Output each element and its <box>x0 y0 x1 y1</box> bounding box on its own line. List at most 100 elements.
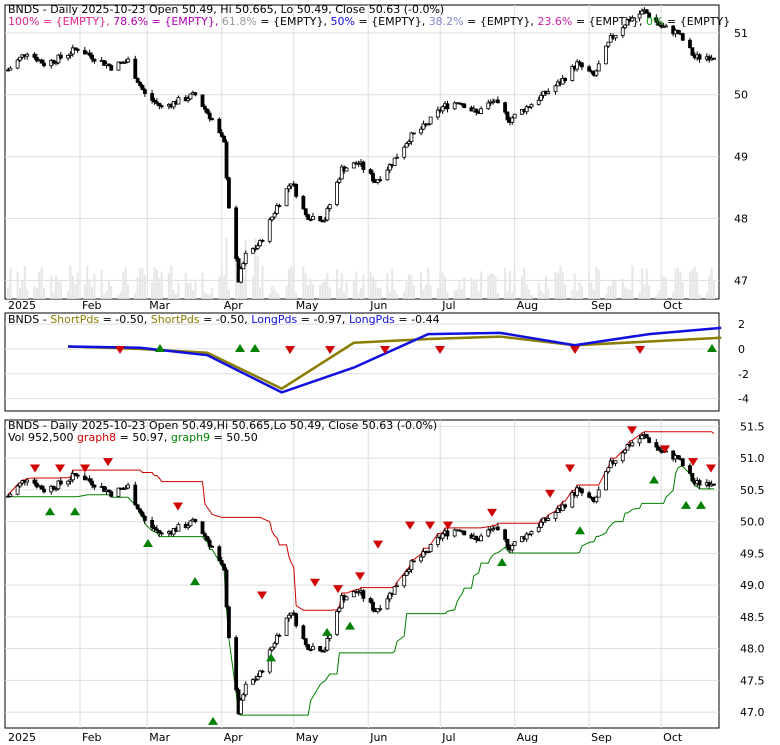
channel-bar-body-46 <box>159 532 164 535</box>
price-bar-body-0 <box>6 69 10 72</box>
channel-bar-150 <box>510 543 515 553</box>
volume-bar-41 <box>143 274 146 299</box>
price-bar-body-41 <box>142 89 147 94</box>
channel-bar-123 <box>421 548 426 558</box>
channel-bar-21 <box>75 473 80 479</box>
price-bar-body-89 <box>306 214 311 220</box>
price-bar-77 <box>267 217 272 244</box>
volume-bar-194 <box>660 289 663 299</box>
channel-bar-13 <box>51 485 56 491</box>
price-y-tick-label-2: 49 <box>734 151 748 164</box>
price-bar-body-20 <box>73 47 78 50</box>
oscillator-header-part-2: = -0.50, <box>99 313 151 326</box>
channel-bar-28 <box>102 485 106 492</box>
channel-bar-body-82 <box>284 617 289 636</box>
price-bar-body-15 <box>56 54 61 64</box>
volume-bar-157 <box>537 282 540 299</box>
channel-bar-148 <box>505 538 510 551</box>
channel-bar-body-148 <box>505 538 510 548</box>
volume-bar-27 <box>100 270 103 299</box>
volume-bar-85 <box>292 267 295 299</box>
channel-bar-body-176 <box>596 489 601 498</box>
volume-bar-92 <box>319 285 322 299</box>
channel-bar-body-75 <box>258 670 263 677</box>
price-bar-203 <box>690 47 695 57</box>
price-bar-body-102 <box>351 162 356 169</box>
channel-bar-193 <box>656 445 661 452</box>
volume-bar-202 <box>688 272 691 299</box>
fib-legend-part-1: 78.6% = {EMPTY}, <box>113 15 222 28</box>
volume-bar-28 <box>103 294 106 299</box>
price-bar-body-45 <box>157 102 162 107</box>
volume-bar-106 <box>362 274 365 299</box>
channel-bar-body-118 <box>404 571 409 576</box>
price-bar-body-22 <box>82 50 87 55</box>
channel-bar-169 <box>575 484 580 498</box>
channel-bar-203 <box>690 472 695 483</box>
volume-bar-160 <box>544 275 547 299</box>
volume-bar-58 <box>203 291 206 299</box>
channel-bar-206 <box>697 478 702 489</box>
fib-legend-part-4: 50% <box>331 15 359 28</box>
price-x-tick-label-6: Jul <box>441 299 455 312</box>
volume-bar-127 <box>436 288 439 299</box>
channel-bar-body-111 <box>378 608 383 611</box>
price-bar-20 <box>73 47 78 51</box>
price-bar-body-64 <box>222 136 227 143</box>
volume-bar-53 <box>187 283 190 299</box>
price-bar-body-44 <box>154 101 159 104</box>
channel-bar-body-43 <box>152 526 157 530</box>
price-bar-body-184 <box>625 19 630 26</box>
volume-bar-130 <box>444 277 447 299</box>
channel-bar-67 <box>234 635 239 693</box>
price-bar-body-42 <box>150 93 154 101</box>
price-bar-95 <box>325 206 330 222</box>
volume-bar-184 <box>626 288 629 299</box>
price-bar-35 <box>123 59 128 64</box>
volume-bar-38 <box>136 276 139 299</box>
volume-bar-94 <box>323 279 326 299</box>
channel-arrow-2 <box>80 464 90 473</box>
volume-bar-57 <box>201 272 204 299</box>
price-bar-86 <box>294 183 299 199</box>
volume-bar-93 <box>321 282 324 299</box>
volume-bar-206 <box>698 294 701 299</box>
channel-bar-17 <box>66 480 70 487</box>
channel-bar-body-60 <box>207 540 212 547</box>
channel-bar-32 <box>116 487 121 497</box>
price-bar-117 <box>402 145 407 160</box>
price-bar-body-193 <box>656 21 661 26</box>
price-bar-60 <box>207 110 212 122</box>
price-bar-90 <box>308 218 313 222</box>
price-bar-177 <box>604 45 608 65</box>
channel-bar-body-112 <box>385 598 390 610</box>
channel-bar-25 <box>90 478 94 489</box>
price-bar-72 <box>251 247 255 254</box>
price-bar-body-108 <box>371 172 375 182</box>
channel-bar-56 <box>193 518 198 524</box>
volume-bar-144 <box>492 273 495 299</box>
volume-bar-61 <box>211 288 214 299</box>
price-bar-body-191 <box>647 12 652 19</box>
price-bar-body-201 <box>680 33 685 41</box>
channel-bar-36 <box>126 482 130 489</box>
volume-bar-89 <box>307 285 310 299</box>
volume-bar-114 <box>391 268 394 299</box>
volume-bar-80 <box>275 292 278 299</box>
channel-bar-body-190 <box>644 434 649 439</box>
channel-bar-body-126 <box>428 544 433 552</box>
price-bar-40 <box>140 83 145 91</box>
price-bar-154 <box>524 104 529 115</box>
price-bar-7 <box>32 52 37 60</box>
volume-bar-146 <box>496 293 499 299</box>
channel-bar-166 <box>563 503 568 510</box>
channel-bar-body-106 <box>361 590 366 599</box>
channel-arrow-7 <box>190 577 200 586</box>
volume-bar-116 <box>396 294 399 299</box>
osc-arrow-6 <box>380 346 390 354</box>
volume-bar-188 <box>640 268 643 299</box>
volume-bar-82 <box>285 285 288 299</box>
channel-bar-body-69 <box>239 699 243 715</box>
volume-bar-49 <box>172 289 175 299</box>
price-bar-body-97 <box>335 181 339 206</box>
